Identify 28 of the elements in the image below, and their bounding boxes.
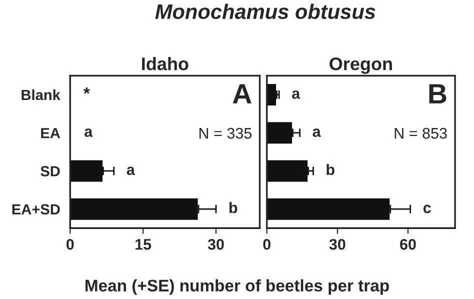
annotation: A (232, 84, 252, 104)
annotation: B (429, 84, 446, 104)
x-axis-title: Mean (+SE) number of beetles per trap (86, 279, 389, 295)
x-tick-label: 30 (329, 238, 346, 250)
annotation: b (230, 202, 238, 214)
x-tick-label: 0 (66, 238, 74, 250)
y-tick-label: EA (41, 128, 60, 138)
annotation: N = 335 (199, 128, 252, 139)
x-tick-label: 0 (263, 238, 270, 250)
y-tick-label: Blank (22, 89, 60, 100)
annotation: a (312, 128, 321, 137)
chart-title: Monochamus obtusus (155, 4, 376, 20)
annotation: a (292, 90, 300, 99)
y-tick-label: SD (40, 166, 60, 176)
annotation: N = 853 (394, 128, 447, 139)
x-tick-label: 60 (400, 238, 416, 250)
chart-subtitle: Oregon (330, 57, 392, 74)
annotation: a (84, 128, 93, 137)
x-tick-label: 30 (208, 238, 224, 250)
annotation: c (423, 204, 431, 214)
chart-subtitle: Idaho (142, 57, 188, 70)
y-tick-label: EA+SD (12, 204, 60, 215)
bar (266, 158, 309, 184)
x-tick-label: 15 (136, 239, 152, 250)
annotation: b (326, 164, 334, 176)
annotation: * (83, 88, 90, 94)
bar (266, 82, 278, 107)
annotation: a (126, 166, 135, 176)
